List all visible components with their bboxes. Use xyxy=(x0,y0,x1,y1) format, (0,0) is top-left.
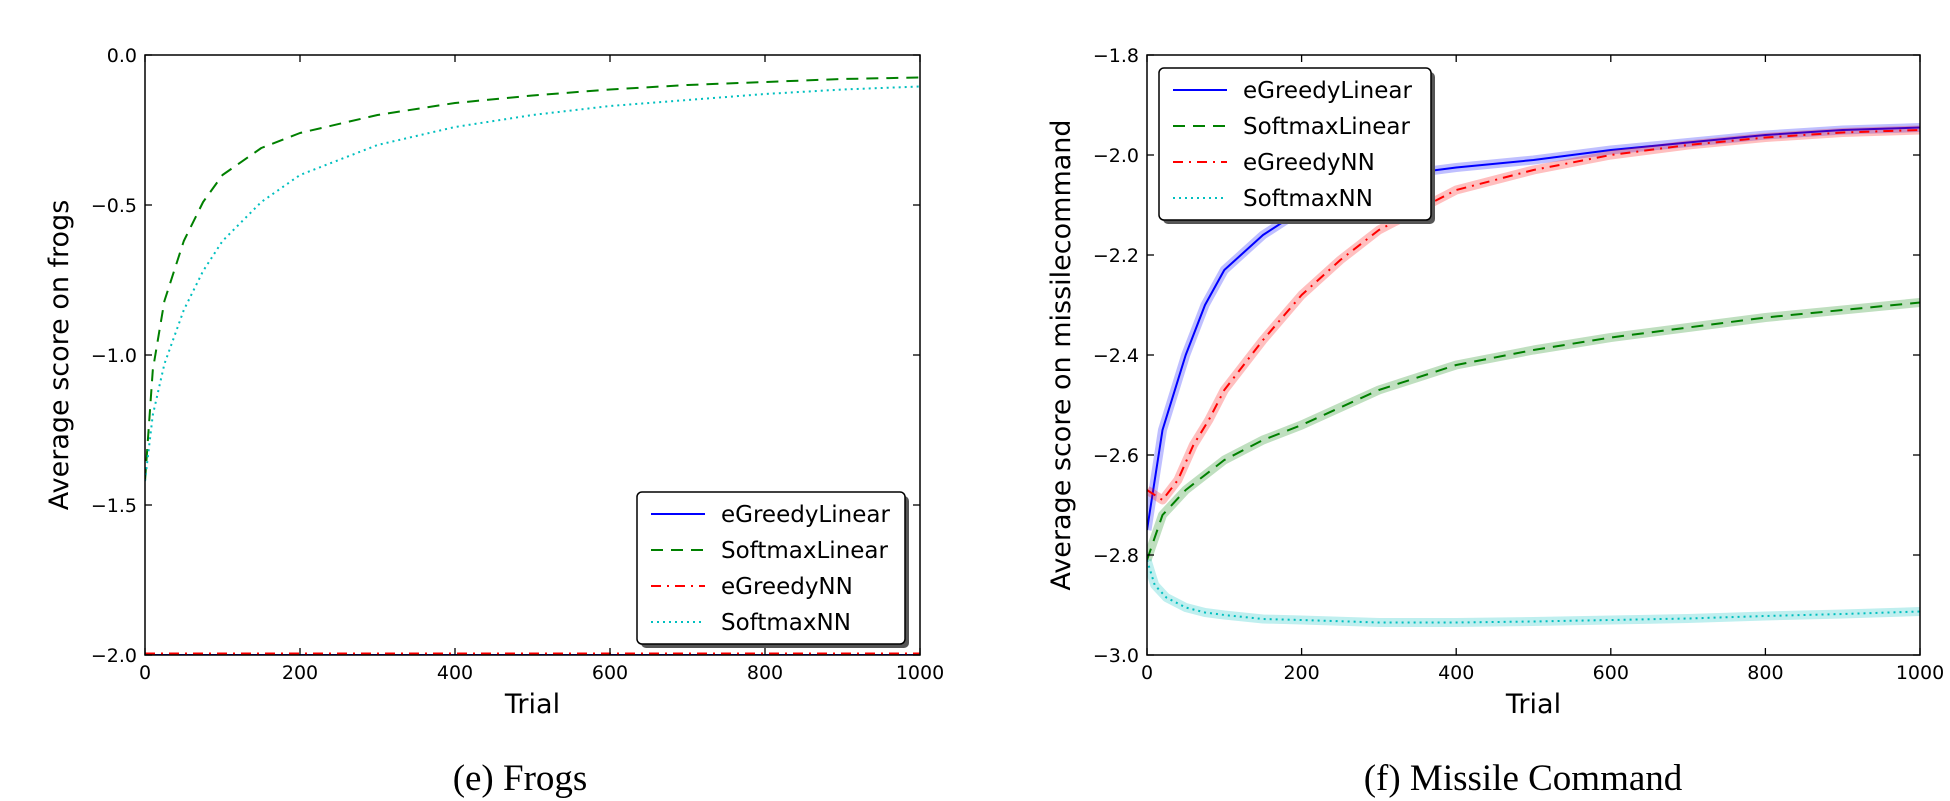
y-tick-label: −2.0 xyxy=(91,645,137,667)
chart-panel-0: 0 200 400 600 800 1000 0.0 −0.5 −1.0 −1.5 −2.0 Tria… xyxy=(44,45,944,799)
series-band-SoftmaxNN xyxy=(1147,558,1920,627)
y-tick-label: −2.0 xyxy=(1093,145,1139,167)
x-tick-label: 600 xyxy=(1593,662,1629,684)
y-tick-label: −3.0 xyxy=(1093,645,1139,667)
legend-box xyxy=(1158,67,1432,221)
y-axis-label: Average score on missilecommand xyxy=(1046,119,1077,590)
x-tick-label: 600 xyxy=(592,662,628,684)
x-tick-label: 0 xyxy=(1141,662,1153,684)
y-axis-label: Average score on frogs xyxy=(44,200,75,511)
x-tick-label: 1000 xyxy=(896,662,944,684)
x-tick-label: 800 xyxy=(1747,662,1783,684)
y-tick-label: −2.4 xyxy=(1093,345,1139,367)
legend-box xyxy=(636,491,906,645)
y-tick-label: −1.8 xyxy=(1093,45,1139,67)
legend-label-eGreedyLinear: eGreedyLinear xyxy=(1243,78,1412,104)
y-tick-label: −1.5 xyxy=(91,495,137,517)
legend-label-SoftmaxNN: SoftmaxNN xyxy=(721,610,851,636)
y-tick-label: −0.5 xyxy=(91,195,137,217)
x-tick-label: 200 xyxy=(282,662,318,684)
x-axis-label: Trial xyxy=(504,689,560,720)
series-line-SoftmaxLinear xyxy=(1147,301,1920,561)
y-tick-label: −2.6 xyxy=(1093,445,1139,467)
chart-panel-1: 0 200 400 600 800 1000 −1.8 −2.0 −2.2 −2.4 −2.6 −2.… xyxy=(1046,45,1944,799)
series-line-eGreedyNN xyxy=(1147,129,1920,501)
y-tick-label: 0.0 xyxy=(107,45,137,67)
x-tick-label: 200 xyxy=(1283,662,1319,684)
legend-label-SoftmaxLinear: SoftmaxLinear xyxy=(721,538,889,564)
series-line-SoftmaxNN xyxy=(1147,559,1920,624)
y-tick-label: −1.0 xyxy=(91,345,137,367)
plot-area xyxy=(145,76,920,655)
x-axis-label: Trial xyxy=(1505,689,1561,720)
x-tick-label: 400 xyxy=(1438,662,1474,684)
x-tick-label: 0 xyxy=(139,662,151,684)
y-tick-label: −2.8 xyxy=(1093,545,1139,567)
series-line-SoftmaxNN xyxy=(145,85,920,482)
legend-label-eGreedyLinear: eGreedyLinear xyxy=(721,502,890,528)
legend-label-SoftmaxNN: SoftmaxNN xyxy=(1243,186,1373,212)
legend-label-SoftmaxLinear: SoftmaxLinear xyxy=(1243,114,1411,140)
legend: eGreedyLinear SoftmaxLinear eGreedyNN Softm… xyxy=(636,491,909,648)
x-tick-label: 400 xyxy=(437,662,473,684)
x-tick-label: 1000 xyxy=(1896,662,1944,684)
legend: eGreedyLinear SoftmaxLinear eGreedyNN Softm… xyxy=(1158,67,1435,224)
y-tick-label: −2.2 xyxy=(1093,245,1139,267)
legend-label-eGreedyNN: eGreedyNN xyxy=(1243,150,1375,176)
figure-caption: (e) Frogs xyxy=(453,758,588,799)
series-line-SoftmaxLinear xyxy=(145,76,920,482)
legend-label-eGreedyNN: eGreedyNN xyxy=(721,574,853,600)
figure-caption: (f) Missile Command xyxy=(1364,758,1683,799)
x-tick-label: 800 xyxy=(747,662,783,684)
